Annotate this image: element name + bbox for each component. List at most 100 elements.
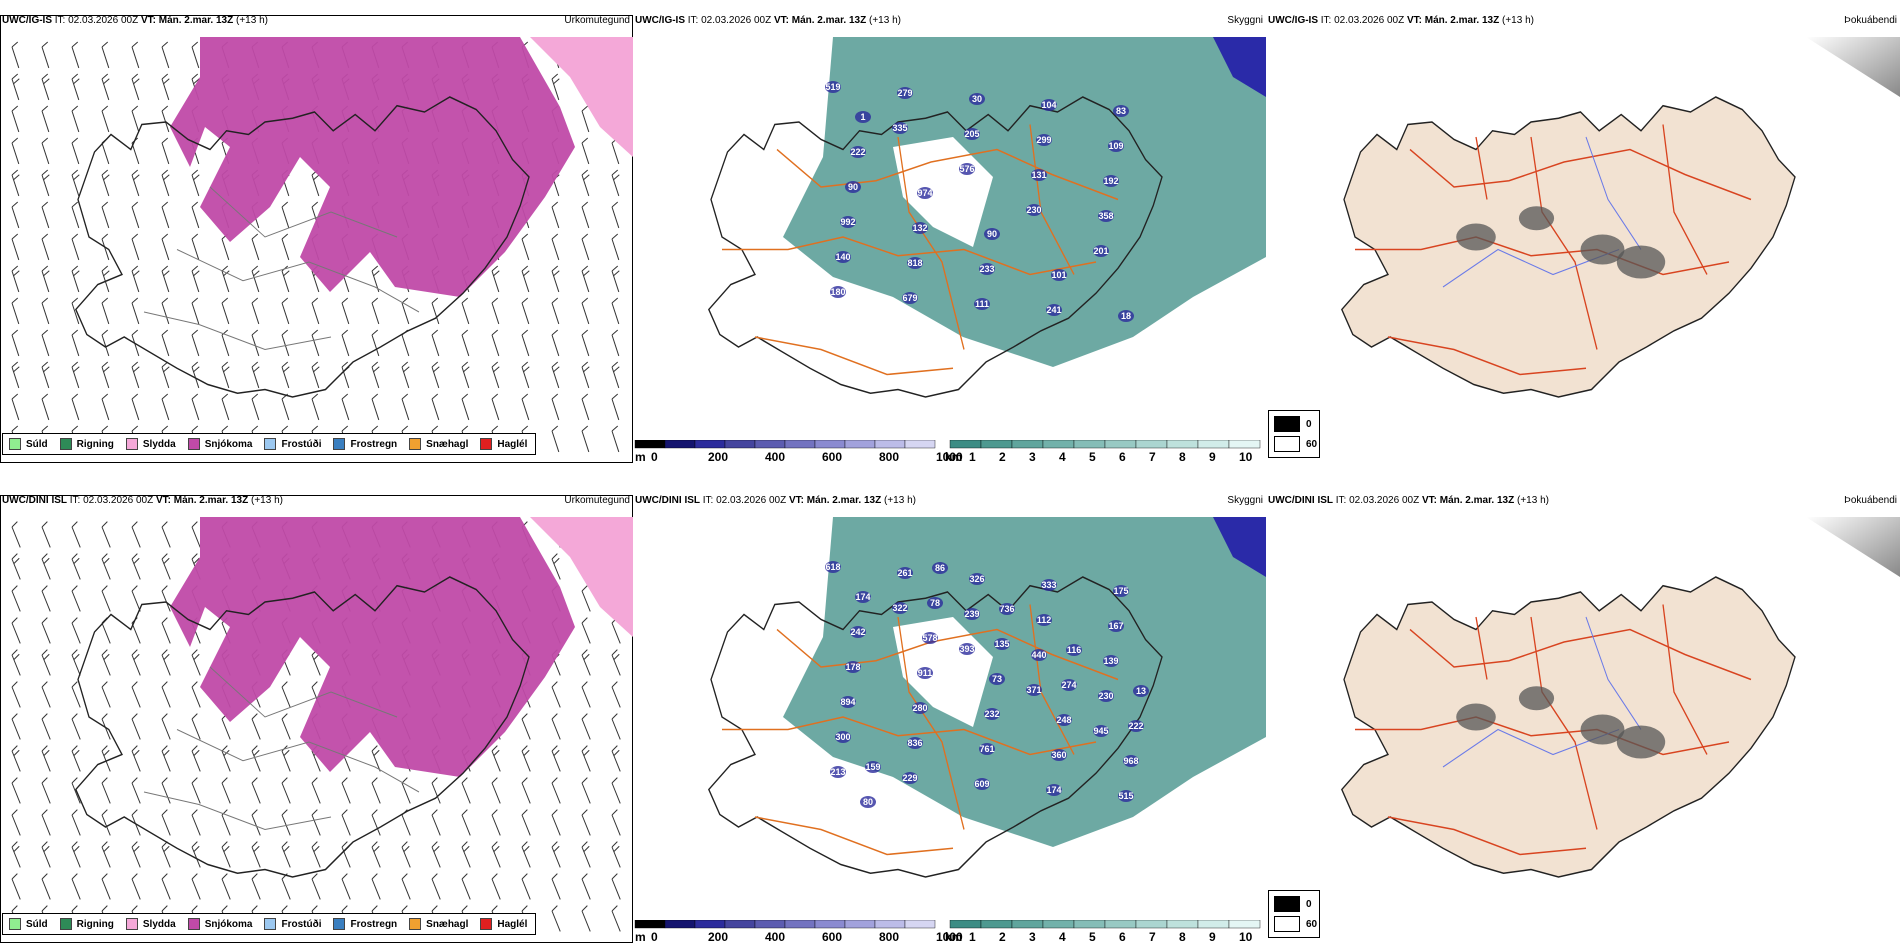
map-frame: [0, 15, 633, 463]
legend-item: Súld: [9, 438, 48, 450]
lead-time: (+13 h): [236, 15, 268, 26]
visibility-tick: 9: [1209, 930, 1216, 944]
ceiling-blob: [1098, 690, 1114, 702]
ceiling-value: 333: [1041, 580, 1056, 590]
ceiling-blob: [902, 772, 918, 784]
fog-legend-item: 0: [1274, 896, 1312, 912]
road-network: [1355, 604, 1752, 856]
ceiling-blob: [1108, 620, 1124, 632]
ceiling-value: 578: [922, 633, 937, 643]
ceiling-blob: [1093, 725, 1109, 737]
legend-label: Slydda: [142, 918, 176, 930]
snow-area: [170, 37, 575, 297]
lead-time: (+13 h): [884, 495, 916, 506]
ceiling-value: 576: [959, 164, 974, 174]
fog-blob: [1518, 686, 1555, 711]
legend-label: Frostregn: [350, 918, 398, 930]
ceiling-blob: [922, 632, 938, 644]
ceiling-blob: [964, 608, 980, 620]
ceiling-blob: [1128, 720, 1144, 732]
ceiling-blob: [835, 251, 851, 263]
legend-item: Frostregn: [333, 438, 397, 450]
legend-item: Rigning: [59, 918, 114, 930]
fog-blob: [1616, 245, 1666, 279]
ceiling-blob: [840, 696, 856, 708]
ceiling-value: 230: [1026, 205, 1041, 215]
visibility-tick: 6: [1119, 450, 1126, 464]
ceiling-blob: [1113, 105, 1129, 117]
legend-label: Haglél: [497, 918, 528, 930]
snow-area: [170, 517, 575, 777]
legend-swatch: [333, 918, 346, 930]
ceiling-tick: 600: [822, 930, 843, 944]
ceiling-blob: [850, 626, 866, 638]
ceiling-blob: [927, 597, 943, 609]
ceiling-blob: [912, 222, 928, 234]
fog-map: [1340, 37, 1900, 398]
ceiling-value: 135: [994, 639, 1009, 649]
ceiling-tick: 400: [765, 930, 786, 944]
legend-swatch: [9, 438, 21, 450]
ceiling-value: 140: [835, 252, 850, 262]
ceiling-blob: [835, 731, 851, 743]
ceiling-value: 241: [1046, 305, 1061, 315]
visibility-tick: 5: [1089, 930, 1096, 944]
ceiling-tick: 0: [651, 930, 658, 944]
ceiling-blob: [865, 761, 881, 773]
ceiling-blob: [1036, 614, 1052, 626]
legend-swatch: [187, 438, 200, 450]
legend-item: Snæhagl: [409, 918, 468, 930]
ceiling-blob: [855, 111, 871, 123]
precip-map: [11, 517, 633, 932]
ceiling-blob: [902, 292, 918, 304]
legend-swatch: [480, 438, 493, 450]
ceiling-value: 104: [1041, 100, 1056, 110]
ceiling-blob: [1031, 649, 1047, 661]
legend-item: Rigning: [59, 438, 114, 450]
ceiling-blob: [969, 93, 985, 105]
ceiling-blob: [1103, 175, 1119, 187]
fog-index-panel: UWC/DINI ISL IT: 02.03.2026 00Z VT: Mán.…: [1266, 495, 1900, 950]
visibility-scale: km 1 2 3 4 5 6 7 8 9 10: [945, 930, 1265, 944]
ceiling-blob: [1041, 99, 1057, 111]
ceiling-blob: [892, 122, 908, 134]
legend-item: Frostúði: [264, 438, 321, 450]
fog-blob: [1456, 703, 1496, 731]
fog-swatch: [1274, 416, 1300, 432]
fog-index-panel: UWC/IG-IS IT: 02.03.2026 00Z VT: Mán. 2.…: [1266, 15, 1900, 470]
valid-time: VT: Mán. 2.mar. 13Z: [140, 15, 234, 26]
ceiling-blob: [1041, 579, 1057, 591]
panel-header: UWC/IG-IS IT: 02.03.2026 00Z VT: Mán. 2.…: [2, 15, 268, 26]
visibility-tick: 10: [1239, 930, 1253, 944]
ceiling-value: 911: [918, 668, 933, 678]
ceiling-tick: 200: [708, 450, 729, 464]
road-network: [722, 124, 1119, 376]
visibility-unit: km: [945, 930, 963, 944]
legend-label: Frostúði: [281, 438, 322, 450]
iceland-coastline: [74, 96, 530, 398]
legend-swatch: [187, 918, 200, 930]
ceiling-tick: 600: [822, 450, 843, 464]
ceiling-value: 279: [897, 88, 912, 98]
ceiling-value: 112: [1037, 615, 1052, 625]
valid-time: VT: Mán. 2.mar. 13Z: [1406, 15, 1500, 26]
ceiling-blob: [845, 181, 861, 193]
visibility-tick: 3: [1029, 930, 1036, 944]
legend-label: Slydda: [142, 438, 176, 450]
panel-title: Úrkomutegund: [564, 495, 630, 506]
ceiling-value: 90: [848, 182, 858, 192]
ceiling-blob: [974, 298, 990, 310]
fog-legend-label: 60: [1306, 918, 1318, 930]
valid-time: VT: Mán. 2.mar. 13Z: [1421, 495, 1515, 506]
ceiling-value: 242: [850, 627, 865, 637]
ceiling-value: 222: [850, 147, 865, 157]
rivers: [1442, 136, 1642, 288]
ceiling-blob: [974, 778, 990, 790]
road-network: [1355, 124, 1752, 376]
ceiling-value: 335: [892, 123, 907, 133]
legend-swatch: [409, 918, 422, 930]
ceiling-blob: [850, 146, 866, 158]
ceiling-blob: [860, 796, 876, 808]
ceiling-value: 618: [825, 562, 840, 572]
precip-map: [11, 37, 633, 453]
